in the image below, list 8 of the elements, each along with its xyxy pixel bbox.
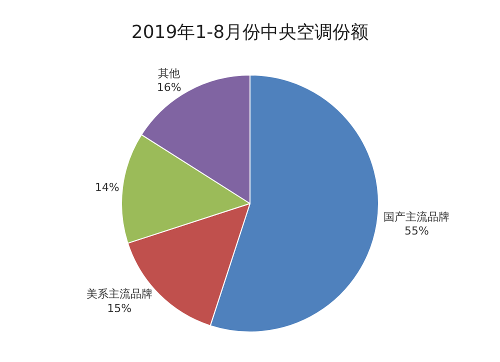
slice-label: 美系主流品牌 [86,288,152,301]
data-label: 14% [94,180,120,194]
data-label: 15% [107,302,132,315]
data-label: 16% [156,81,182,94]
chart-title: 2019年1-8月份中央空调份额 [131,22,369,43]
data-label: 55% [404,224,429,238]
slice-label: 国产主流品牌 [384,210,450,224]
slice-label: 其他 [158,66,180,80]
